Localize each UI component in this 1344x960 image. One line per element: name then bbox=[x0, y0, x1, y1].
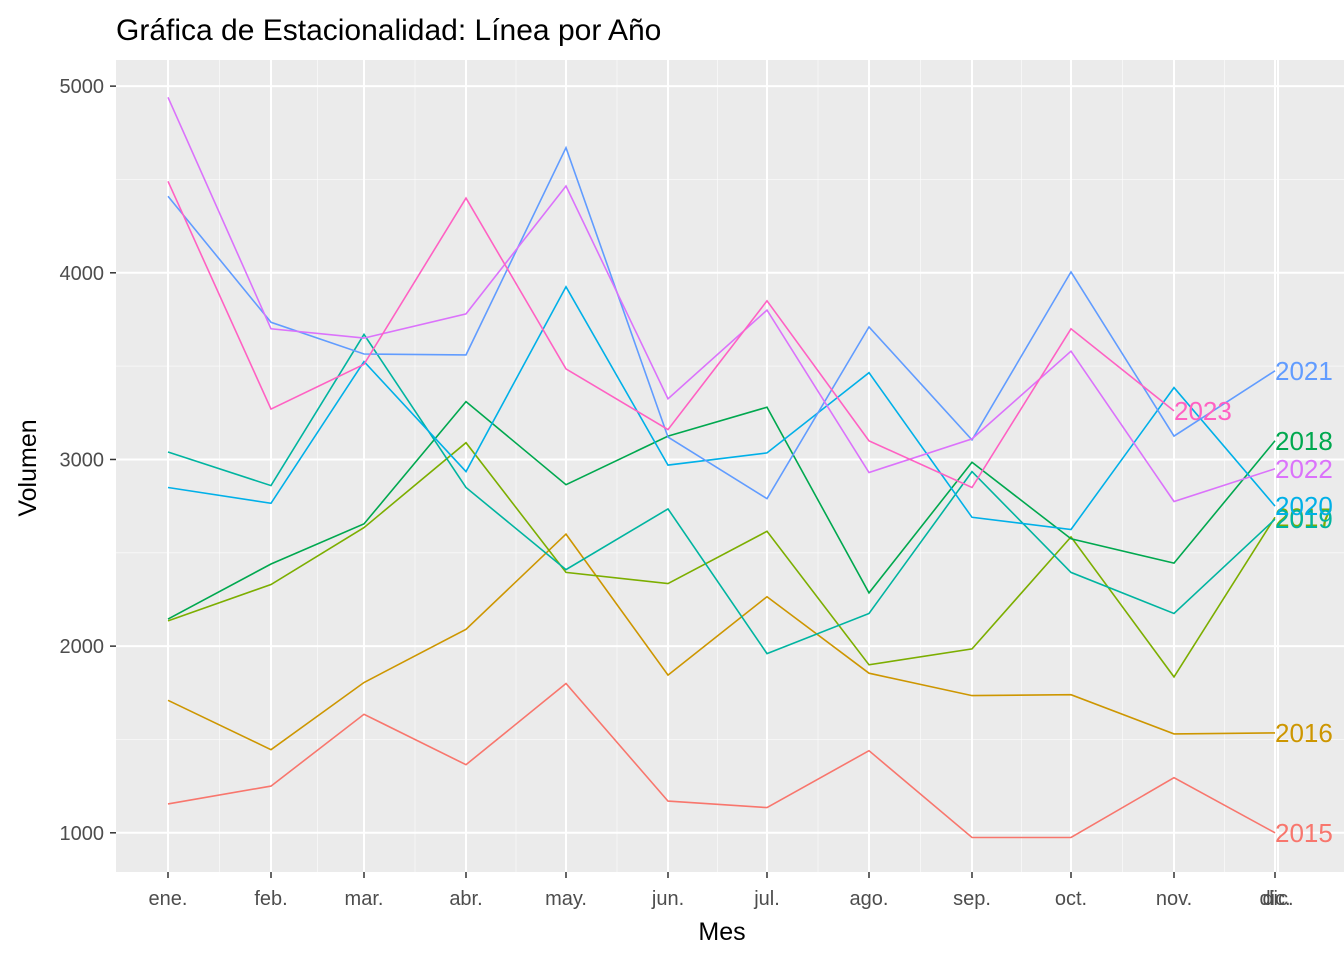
x-tick-label: nov. bbox=[1156, 888, 1192, 910]
series-end-label-2017: 2017 bbox=[1275, 502, 1333, 532]
series-line-2022 bbox=[167, 96, 1276, 503]
series-end-label-2015: 2015 bbox=[1275, 818, 1333, 848]
major-gridlines-x bbox=[167, 60, 1279, 872]
y-tick-label: 2000 bbox=[60, 636, 105, 658]
x-tick-label: ago. bbox=[850, 888, 889, 910]
x-tick-label: jul. bbox=[753, 888, 780, 910]
x-tick-label: mar. bbox=[345, 888, 384, 910]
x-tick-label: ene. bbox=[149, 888, 188, 910]
y-tick-label: 3000 bbox=[60, 449, 105, 471]
x-tick-label: may. bbox=[545, 888, 587, 910]
series-line-2015 bbox=[167, 682, 1276, 839]
x-tick-label: sep. bbox=[953, 888, 991, 910]
x-tick-label-overlap: dic. bbox=[1262, 888, 1293, 910]
series-line-2019 bbox=[167, 332, 1276, 655]
x-axis: ene. feb. mar. abr. may. jun. jul. ago. sep. oct.… bbox=[149, 872, 1294, 910]
major-gridlines-y bbox=[116, 85, 1344, 834]
series-end-label-2019: 2019 bbox=[1275, 504, 1333, 534]
x-tick-label: feb. bbox=[254, 888, 287, 910]
chart-title: Gráfica de Estacionalidad: Línea por Año bbox=[116, 14, 661, 47]
x-tick-label: dic. bbox=[1259, 888, 1290, 910]
y-axis-title: Volumen bbox=[14, 419, 42, 516]
series-line-2020 bbox=[167, 285, 1276, 531]
series-end-label-2018: 2018 bbox=[1275, 426, 1333, 456]
minor-gridlines-x bbox=[219, 60, 1225, 872]
plot-panel bbox=[116, 60, 1344, 872]
x-axis-title: Mes bbox=[698, 918, 745, 946]
series-end-label-2023: 2023 bbox=[1174, 396, 1232, 426]
series-lines bbox=[167, 96, 1276, 839]
y-tick-label: 5000 bbox=[60, 76, 105, 98]
minor-gridlines-y bbox=[116, 178, 1344, 740]
series-line-2017 bbox=[167, 441, 1276, 679]
series-end-label-2022: 2022 bbox=[1275, 454, 1333, 484]
series-line-2021 bbox=[167, 145, 1276, 500]
series-end-label-2016: 2016 bbox=[1275, 718, 1333, 748]
y-tick-label: 1000 bbox=[60, 823, 105, 845]
x-tick-label: abr. bbox=[449, 888, 482, 910]
series-line-2023 bbox=[167, 180, 1175, 489]
y-axis: 1000 2000 3000 4000 5000 bbox=[60, 76, 116, 845]
series-line-2018 bbox=[167, 400, 1276, 620]
series-end-label-2021: 2021 bbox=[1275, 356, 1333, 386]
series-line-2016 bbox=[167, 532, 1276, 751]
x-tick-label: jun. bbox=[651, 888, 684, 910]
y-tick-label: 4000 bbox=[60, 263, 105, 285]
series-end-label-2020: 2020 bbox=[1275, 491, 1333, 521]
x-tick-label: oct. bbox=[1055, 888, 1087, 910]
